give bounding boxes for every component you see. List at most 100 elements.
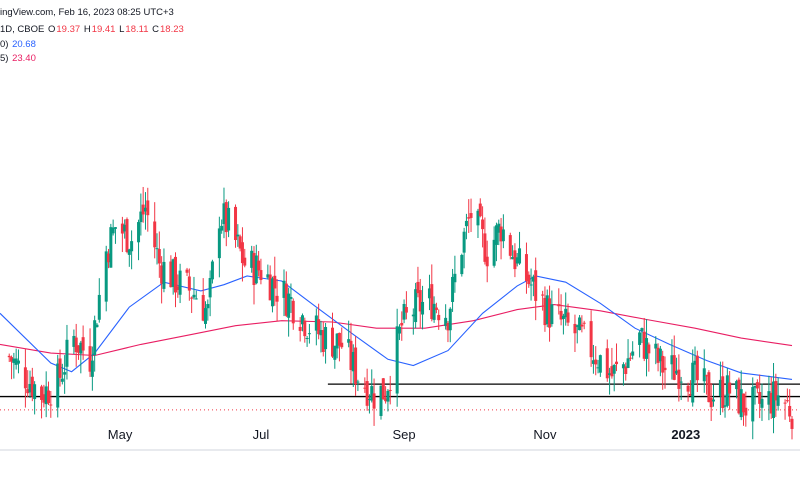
candle bbox=[711, 384, 715, 407]
candle bbox=[44, 371, 48, 418]
candle-body bbox=[284, 283, 288, 316]
candle-body bbox=[661, 355, 665, 373]
candle bbox=[444, 304, 448, 330]
candle bbox=[742, 393, 746, 426]
candle bbox=[291, 298, 295, 330]
candle bbox=[243, 248, 247, 268]
candle bbox=[169, 255, 173, 288]
candle bbox=[7, 353, 11, 363]
candle-body bbox=[610, 366, 614, 377]
candle bbox=[386, 389, 390, 412]
candle-body bbox=[688, 393, 692, 396]
candle bbox=[155, 233, 159, 265]
candle bbox=[340, 327, 344, 349]
candle bbox=[335, 333, 339, 359]
candle-body bbox=[612, 364, 616, 374]
candle-body bbox=[511, 256, 515, 260]
candle-body bbox=[735, 381, 739, 390]
candle bbox=[173, 252, 177, 308]
candle bbox=[93, 315, 97, 372]
candle-body bbox=[582, 322, 586, 324]
candle bbox=[254, 244, 258, 285]
candle bbox=[511, 245, 515, 260]
x-axis-label: 2023 bbox=[671, 427, 700, 442]
candle-body bbox=[162, 261, 166, 289]
candle-body bbox=[120, 223, 124, 234]
candle bbox=[751, 377, 755, 440]
candle-body bbox=[111, 227, 115, 234]
candle bbox=[356, 379, 360, 392]
candle-body bbox=[63, 372, 67, 375]
candle bbox=[16, 349, 20, 374]
candle bbox=[351, 344, 355, 388]
candle bbox=[543, 286, 547, 332]
candle-body bbox=[340, 342, 344, 348]
candle-body bbox=[10, 357, 14, 362]
candle bbox=[365, 368, 369, 411]
candle-body bbox=[282, 280, 286, 298]
candle-body bbox=[411, 314, 415, 317]
candle bbox=[758, 374, 762, 419]
candle bbox=[497, 219, 501, 246]
candle bbox=[266, 264, 270, 280]
candle bbox=[739, 370, 743, 421]
candle-body bbox=[783, 402, 787, 404]
candle bbox=[721, 361, 725, 413]
candle-body bbox=[220, 225, 224, 231]
candle-body bbox=[155, 248, 159, 250]
candle bbox=[42, 384, 46, 408]
candle-body bbox=[737, 379, 741, 414]
candle bbox=[314, 308, 318, 346]
close-key: C bbox=[152, 24, 159, 35]
candle bbox=[737, 377, 741, 415]
candle-body bbox=[257, 260, 261, 271]
candle bbox=[663, 356, 667, 389]
candle-body bbox=[444, 317, 448, 327]
candle-body bbox=[543, 297, 547, 326]
candle-body bbox=[462, 231, 466, 253]
candle-body bbox=[621, 364, 625, 369]
candle bbox=[220, 219, 224, 234]
candle-body bbox=[541, 294, 545, 296]
candle bbox=[582, 320, 586, 330]
candle-body bbox=[594, 359, 598, 365]
candle bbox=[767, 375, 771, 421]
candle-body bbox=[640, 328, 644, 331]
candle-body bbox=[125, 219, 129, 252]
candle-body bbox=[453, 273, 457, 283]
candle-body bbox=[97, 294, 101, 320]
candle-body bbox=[605, 348, 609, 379]
header-ohlc: 1D, CBOE O19.37 H19.41 L18.11 C18.23 bbox=[0, 24, 185, 35]
candle-body bbox=[448, 308, 452, 331]
candle-body bbox=[56, 363, 60, 408]
candle bbox=[153, 202, 157, 259]
candle-body bbox=[16, 360, 20, 364]
candle bbox=[384, 386, 388, 404]
candle bbox=[46, 381, 50, 406]
candle bbox=[289, 283, 293, 313]
candle-body bbox=[515, 257, 519, 264]
candle-body bbox=[201, 295, 205, 321]
candle bbox=[626, 339, 630, 369]
candle bbox=[333, 345, 337, 369]
candle bbox=[575, 324, 579, 344]
candle bbox=[529, 268, 533, 301]
candle bbox=[30, 367, 34, 402]
candle bbox=[561, 313, 565, 335]
candle bbox=[109, 223, 113, 268]
candle bbox=[573, 314, 577, 353]
candle-body bbox=[524, 254, 528, 281]
candle bbox=[654, 336, 658, 365]
header-line-1: ingView.com, Feb 16, 2023 08:25 UTC+3 bbox=[0, 7, 175, 18]
candle-body bbox=[483, 233, 487, 262]
candle-body bbox=[557, 304, 561, 307]
candle-body bbox=[252, 253, 256, 285]
candle-body bbox=[776, 395, 780, 406]
candle bbox=[594, 346, 598, 376]
candle-body bbox=[647, 344, 651, 354]
candle-body bbox=[160, 265, 164, 284]
candle bbox=[217, 216, 221, 278]
candle-body bbox=[331, 327, 335, 357]
candle-body bbox=[481, 219, 485, 230]
